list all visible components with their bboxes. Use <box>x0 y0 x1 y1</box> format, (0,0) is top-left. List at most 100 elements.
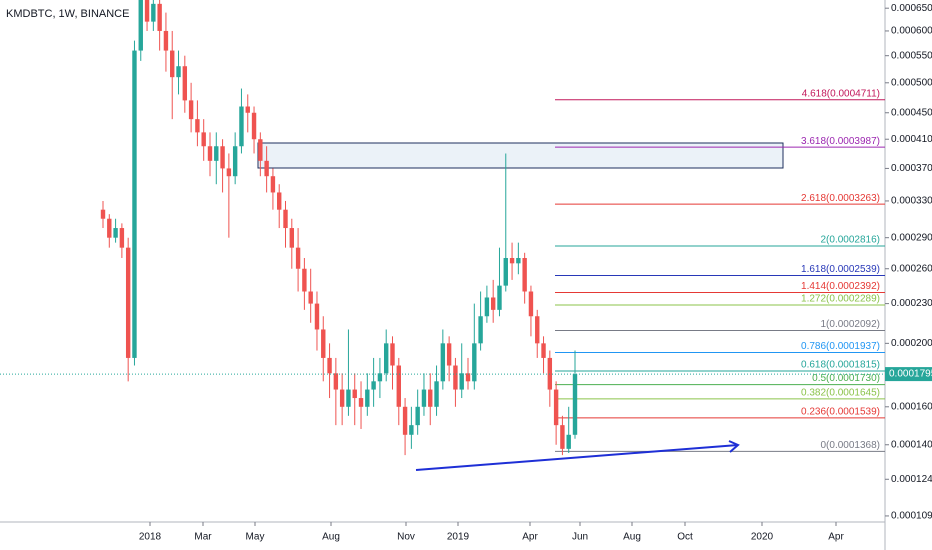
candle-body <box>125 247 131 358</box>
candle-body <box>163 30 169 51</box>
candle-body <box>396 365 401 407</box>
candle-body <box>239 106 244 147</box>
candle-body <box>283 209 288 229</box>
x-tick-label: May <box>246 532 265 543</box>
x-tick-label: 2019 <box>447 532 470 543</box>
candle-body <box>346 389 351 407</box>
price-label: 0.0001795 <box>889 369 932 380</box>
x-tick-label: Aug <box>322 532 340 543</box>
candle-body <box>277 192 282 210</box>
candle-body <box>170 50 175 78</box>
candle-body <box>528 291 534 317</box>
candle-body <box>333 373 339 390</box>
candle-body <box>535 316 540 344</box>
candle-body <box>302 268 307 292</box>
candle-body <box>541 343 546 358</box>
candle-body <box>560 425 565 449</box>
x-tick-label: 2020 <box>751 532 774 543</box>
candle-body <box>195 119 200 133</box>
x-tick-label: Oct <box>677 532 693 543</box>
candle-body <box>428 389 433 407</box>
candle-body <box>490 297 496 310</box>
candle-body <box>503 258 508 286</box>
candle-body <box>132 50 137 358</box>
candle-body <box>151 3 156 22</box>
candle-body <box>472 343 477 382</box>
x-tick-label: Jun <box>572 532 588 543</box>
candle-body <box>289 228 295 248</box>
candle-body <box>383 343 389 374</box>
x-tick-label: Apr <box>522 532 538 543</box>
fib-label: 0.382(0.0001645) <box>801 388 880 399</box>
fib-label: 0(0.0001368) <box>821 440 881 451</box>
candle-body <box>446 343 452 366</box>
x-tick-label: 2018 <box>139 532 162 543</box>
candle-body <box>377 373 383 382</box>
candle-body <box>138 0 143 51</box>
candle-body <box>314 303 320 330</box>
candle-body <box>232 146 238 177</box>
fib-label: 4.618(0.0004711) <box>802 88 880 99</box>
fib-label: 1.618(0.0002539) <box>801 264 880 275</box>
trend-arrow <box>728 440 740 453</box>
candle-body <box>308 291 313 304</box>
candle-body <box>352 389 357 399</box>
candle-body <box>220 146 225 169</box>
candle-body <box>270 176 276 193</box>
y-tick-label: 0.0001090 <box>891 511 932 522</box>
candle-body <box>509 258 515 264</box>
candle-body <box>453 365 458 390</box>
fib-label: 1(0.0002092) <box>821 319 881 330</box>
candle-body <box>321 329 326 358</box>
plot: 4.618(0.0004711) 3.618(0.0003987) 2.618(0.… <box>100 0 885 456</box>
fib-label: 0.618(0.0001815) <box>801 360 880 371</box>
candle-body <box>327 357 332 374</box>
candle-body <box>251 112 257 140</box>
fib-label: 2.618(0.0003263) <box>801 193 880 204</box>
x-tick-label: Nov <box>397 532 415 543</box>
x-tick-label: Aug <box>623 532 641 543</box>
candle-body <box>434 381 439 407</box>
candle-body <box>144 0 150 22</box>
candle-body <box>409 425 414 435</box>
candle-body <box>245 106 250 113</box>
candle-body <box>295 247 301 269</box>
fib-label: 0.5(0.0001730) <box>812 373 880 384</box>
candle-body <box>207 146 213 161</box>
trend-line <box>415 444 739 471</box>
candle-body <box>201 132 206 147</box>
candle-body <box>478 316 483 344</box>
candle-body <box>465 373 471 382</box>
fib-label: 1.272(0.0002289) <box>801 294 880 305</box>
candle-body <box>484 297 490 317</box>
candle-body <box>100 209 106 219</box>
fib-label: 2(0.0002816) <box>821 235 881 246</box>
candle-body <box>358 398 364 407</box>
candle-body <box>226 168 232 177</box>
candle-body <box>371 381 376 390</box>
candle-body <box>119 228 125 248</box>
candle-body <box>497 285 502 310</box>
candle-body <box>440 343 446 382</box>
price-label-box <box>885 367 932 382</box>
candle-body <box>415 406 420 426</box>
candle-body <box>214 146 219 161</box>
candle-body <box>176 66 181 78</box>
candle-body <box>113 228 118 238</box>
x-tick-label: Mar <box>194 532 212 543</box>
candle-body <box>157 3 162 31</box>
candle-body <box>258 139 263 161</box>
candle-body <box>459 373 464 390</box>
chart-title: KMDBTC, 1W, BINANCE <box>6 8 129 20</box>
